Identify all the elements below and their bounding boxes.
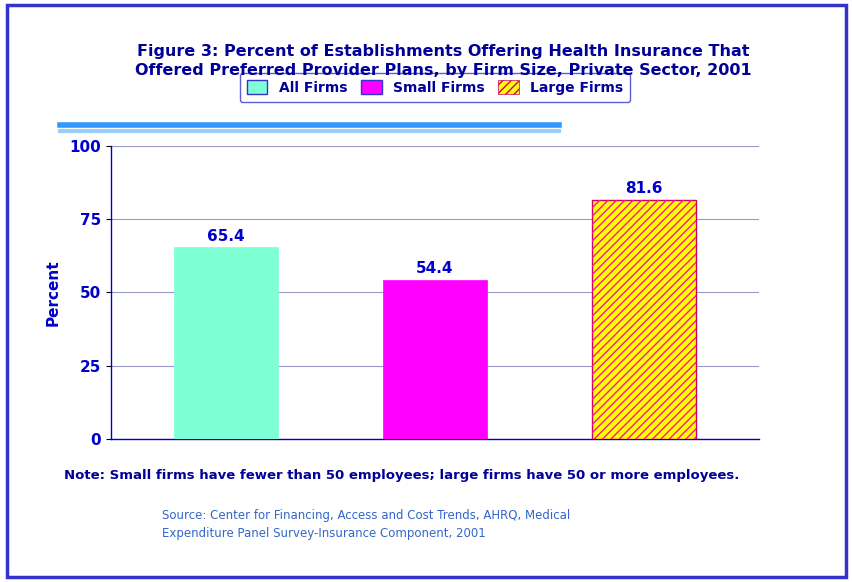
Text: 54.4: 54.4 [416,261,453,276]
Text: 65.4: 65.4 [207,229,245,244]
Bar [383,279,486,439]
Bar [591,200,695,439]
Text: Note: Small firms have fewer than 50 employees; large firms have 50 or more empl: Note: Small firms have fewer than 50 emp… [64,469,739,481]
Legend: All Firms, Small Firms, Large Firms: All Firms, Small Firms, Large Firms [239,73,630,102]
Text: 81.6: 81.6 [625,181,662,196]
Y-axis label: Percent: Percent [46,259,61,326]
Bar [174,247,278,439]
Text: Figure 3: Percent of Establishments Offering Health Insurance That
Offered Prefe: Figure 3: Percent of Establishments Offe… [135,44,751,79]
Text: Source: Center for Financing, Access and Cost Trends, AHRQ, Medical
Expenditure : Source: Center for Financing, Access and… [162,509,570,540]
Bar [591,200,695,439]
